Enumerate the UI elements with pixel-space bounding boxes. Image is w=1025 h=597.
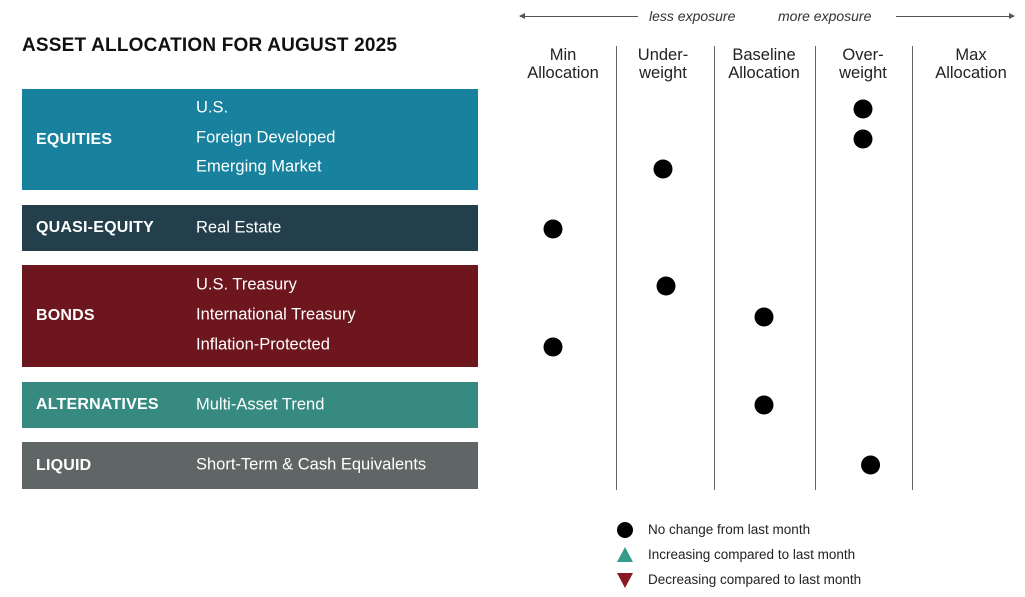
column-divider (616, 46, 617, 490)
allocation-marker (653, 159, 673, 179)
allocation-marker (543, 337, 563, 357)
column-divider (714, 46, 715, 490)
category-band-liquid: LIQUID Short-Term & Cash Equivalents (22, 442, 478, 489)
allocation-marker (754, 395, 774, 415)
asset-label: Foreign Developed (196, 128, 336, 147)
category-label: ALTERNATIVES (36, 396, 159, 413)
category-band-alternatives: ALTERNATIVES Multi-Asset Trend (22, 382, 478, 428)
asset-label: Real Estate (196, 218, 282, 237)
column-header-underweight: Under-weight (637, 46, 689, 82)
column-divider (815, 46, 816, 490)
chart-title: ASSET ALLOCATION FOR AUGUST 2025 (22, 35, 398, 56)
allocation-marker (656, 276, 676, 296)
legend: No change from last month Increasing com… (614, 0, 934, 597)
column-divider (912, 46, 913, 490)
legend-item-decreasing: Decreasing compared to last month (614, 570, 914, 590)
allocation-marker (861, 455, 881, 475)
circle-icon (617, 522, 633, 538)
less-exposure-arrow (519, 13, 638, 19)
allocation-marker (853, 99, 873, 119)
asset-label: Short-Term & Cash Equivalents (196, 455, 427, 474)
asset-label: International Treasury (196, 305, 356, 324)
column-header-overweight: Over-weight (839, 46, 887, 82)
asset-label: U.S. Treasury (196, 275, 297, 294)
column-header-baseline: Baseline Allocation (728, 46, 800, 82)
allocation-marker (754, 307, 774, 327)
triangle-down-icon (617, 573, 633, 588)
legend-item-no-change: No change from last month (614, 520, 914, 540)
category-label: BONDS (36, 307, 95, 324)
column-header-min: Min Allocation (527, 46, 599, 82)
asset-label: U.S. (196, 98, 229, 117)
asset-label: Multi-Asset Trend (196, 395, 325, 414)
asset-label: Emerging Market (196, 157, 322, 176)
allocation-marker (543, 219, 563, 239)
column-header-max: Max Allocation (935, 46, 1007, 82)
triangle-up-icon (617, 547, 633, 562)
legend-item-increasing: Increasing compared to last month (614, 545, 914, 565)
category-band-equities: EQUITIES U.S. Foreign Developed Emerging… (22, 89, 478, 190)
allocation-marker (853, 129, 873, 149)
more-exposure-arrow (896, 13, 1015, 19)
more-exposure-label: more exposure (778, 8, 872, 24)
category-label: EQUITIES (36, 130, 113, 148)
less-exposure-label: less exposure (649, 8, 736, 24)
asset-label: Inflation-Protected (196, 335, 330, 354)
category-label: LIQUID (36, 456, 92, 474)
category-band-quasi-equity: QUASI-EQUITY Real Estate (22, 205, 478, 251)
category-band-bonds: BONDS U.S. Treasury International Treasu… (22, 265, 478, 367)
category-label: QUASI-EQUITY (36, 219, 154, 236)
